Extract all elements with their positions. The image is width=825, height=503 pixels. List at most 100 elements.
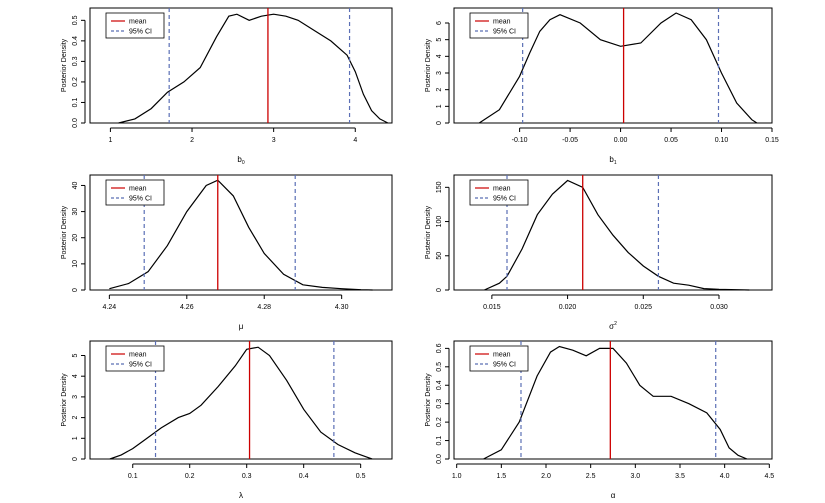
legend-ci-label: 95% CI <box>493 196 516 203</box>
y-axis-label: Posterior Density <box>425 38 432 92</box>
legend-ci-label: 95% CI <box>129 29 152 36</box>
y-tick-label: 0.4 <box>72 36 79 46</box>
x-axis-label: α <box>611 491 616 500</box>
x-axis-label: σ2 <box>609 321 617 331</box>
x-tick-label: 1.5 <box>496 473 506 480</box>
x-tick-label: 0.00 <box>614 137 628 144</box>
x-axis-label-subscript: 0 <box>242 160 245 166</box>
y-tick-label: 3 <box>72 395 79 399</box>
legend: mean 95% CI <box>105 179 165 206</box>
density-curve <box>483 345 748 460</box>
y-tick-label: 0 <box>436 288 443 292</box>
y-tick-label: 0.1 <box>72 97 79 107</box>
legend-mean-label: mean <box>493 19 511 26</box>
legend: mean 95% CI <box>105 345 165 372</box>
y-tick-label: 0.2 <box>72 77 79 87</box>
x-tick-label: 3.5 <box>675 473 685 480</box>
legend: mean 95% CI <box>469 345 529 372</box>
y-axis-label: Posterior Density <box>425 205 432 259</box>
y-tick-label: 0.2 <box>436 417 443 427</box>
legend-box <box>469 179 529 206</box>
y-tick-label: 150 <box>436 181 443 193</box>
x-tick-label: 3.0 <box>630 473 640 480</box>
y-tick-label: 3 <box>436 71 443 75</box>
legend-mean-label: mean <box>493 186 511 193</box>
x-tick-label: 0.4 <box>299 473 309 480</box>
y-tick-label: 1 <box>72 436 79 440</box>
y-axis-label: Posterior Density <box>61 205 68 259</box>
y-tick-label: 0.0 <box>72 118 79 128</box>
density-curve <box>478 12 758 124</box>
density-curve <box>109 179 373 291</box>
legend-mean-label: mean <box>129 19 147 26</box>
y-tick-label: 0 <box>72 288 79 292</box>
y-tick-label: 50 <box>436 252 443 260</box>
y-tick-label: 1 <box>436 104 443 108</box>
x-tick-label: 4.5 <box>764 473 774 480</box>
x-tick-label: 0.2 <box>185 473 195 480</box>
y-tick-label: 0 <box>436 121 443 125</box>
legend-mean-label: mean <box>493 352 511 359</box>
y-tick-label: 10 <box>72 260 79 268</box>
x-tick-label: 4.24 <box>103 304 117 311</box>
legend-ci-label: 95% CI <box>493 29 516 36</box>
plot-frame <box>89 340 393 460</box>
plot-frame <box>89 174 393 291</box>
x-tick-label: 1.0 <box>452 473 462 480</box>
x-axis-label: μ <box>239 322 244 331</box>
y-tick-label: 2 <box>72 416 79 420</box>
plot-frame <box>453 7 773 124</box>
y-tick-label: 30 <box>72 208 79 216</box>
x-tick-label: 4.30 <box>335 304 349 311</box>
x-tick-label: 2.5 <box>586 473 596 480</box>
x-tick-label: 0.025 <box>635 304 653 311</box>
y-axis-label: Posterior Density <box>425 373 432 427</box>
x-axis-label-subscript: 1 <box>614 160 617 166</box>
x-tick-label: 0.3 <box>242 473 252 480</box>
y-tick-label: 5 <box>436 38 443 42</box>
x-tick-label: -0.10 <box>512 137 528 144</box>
legend-mean-label: mean <box>129 186 147 193</box>
y-tick-label: 0.0 <box>436 454 443 464</box>
x-tick-label: 0.10 <box>715 137 729 144</box>
x-tick-label: 0.05 <box>664 137 678 144</box>
x-tick-label: 4 <box>353 137 357 144</box>
panel-5: 0.1 0.2 0.3 0.4 0.5 0 1 2 3 4 5 Posterior Density λ m… <box>61 340 393 500</box>
x-tick-label: 0.15 <box>765 137 779 144</box>
y-tick-label: 0.3 <box>72 56 79 66</box>
legend-ci-label: 95% CI <box>129 362 152 369</box>
legend-box <box>105 345 165 372</box>
legend: mean 95% CI <box>469 179 529 206</box>
density-curve <box>109 346 373 460</box>
y-tick-label: 0.5 <box>436 362 443 372</box>
y-tick-label: 0.3 <box>436 399 443 409</box>
panel-1: 1 2 3 4 0.0 0.1 0.2 0.3 0.4 0.5 Posterior Density b… <box>61 7 393 166</box>
y-axis-label: Posterior Density <box>61 38 68 92</box>
x-tick-label: 0.015 <box>483 304 501 311</box>
panel-2: -0.10 -0.05 0.00 0.05 0.10 0.15 0 1 2 3 4 5 6 Posteri… <box>425 7 779 166</box>
legend-box <box>105 12 165 39</box>
y-tick-label: 0.1 <box>436 436 443 446</box>
x-tick-label: 3 <box>272 137 276 144</box>
y-tick-label: 0.4 <box>436 380 443 390</box>
x-tick-label: 0.1 <box>128 473 138 480</box>
y-tick-label: 100 <box>436 216 443 228</box>
x-axis-label: b0 <box>237 155 244 166</box>
legend-ci-label: 95% CI <box>129 196 152 203</box>
y-axis-label: Posterior Density <box>61 373 68 427</box>
panel-3: 4.24 4.26 4.28 4.30 0 10 20 30 40 Posterior Densi… <box>61 174 393 331</box>
x-tick-label: 4.28 <box>257 304 271 311</box>
x-tick-label: 0.020 <box>559 304 577 311</box>
y-tick-label: 5 <box>72 353 79 357</box>
panel-4: 0.015 0.020 0.025 0.030 0 50 100 150 Posterior D… <box>425 174 773 331</box>
density-curve <box>484 179 750 291</box>
y-tick-label: 4 <box>72 374 79 378</box>
x-tick-label: -0.05 <box>562 137 578 144</box>
x-axis-label: b1 <box>609 155 616 166</box>
plot-frame <box>453 174 773 291</box>
y-tick-label: 0.5 <box>72 15 79 25</box>
legend: mean 95% CI <box>105 12 165 39</box>
x-tick-label: 2.0 <box>541 473 551 480</box>
y-tick-label: 20 <box>72 234 79 242</box>
